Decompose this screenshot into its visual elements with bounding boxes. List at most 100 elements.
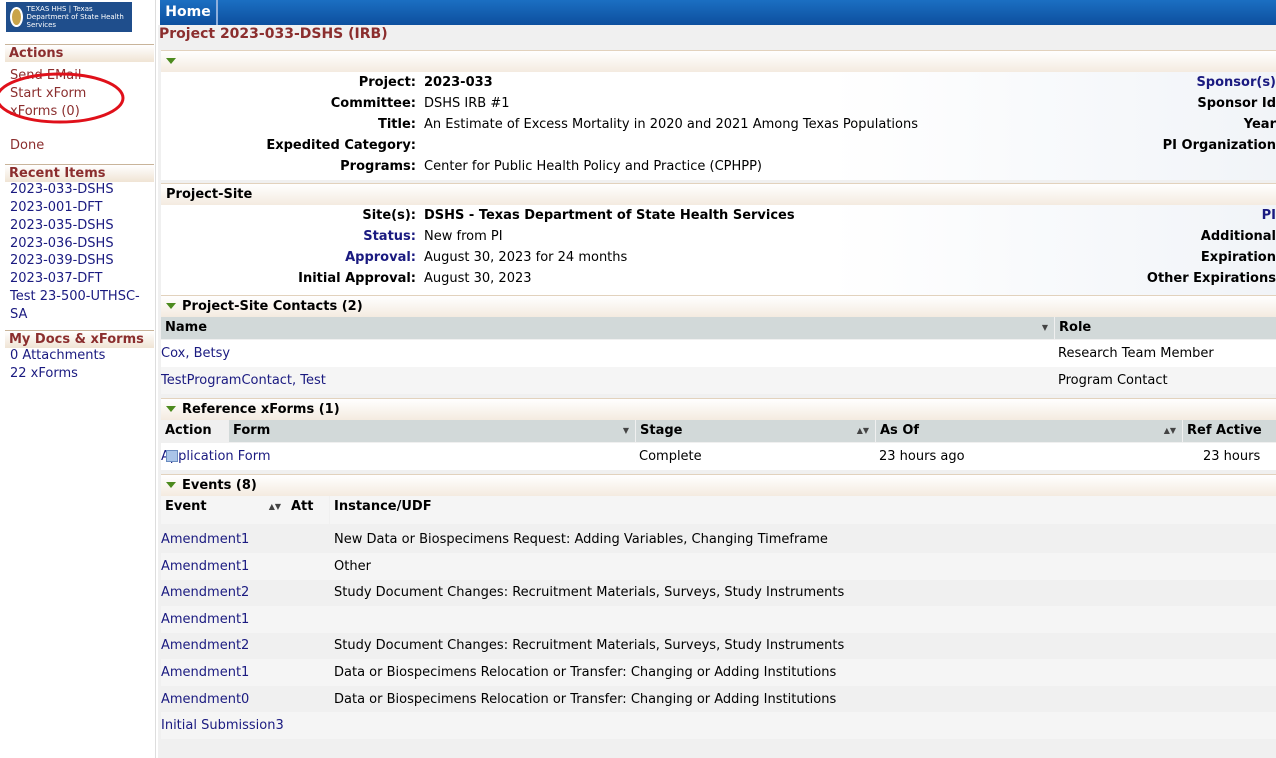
field-value: An Estimate of Excess Mortality in 2020 … bbox=[424, 117, 918, 132]
event-link[interactable]: Amendment bbox=[161, 665, 242, 680]
recent-item[interactable]: 2023-036-DSHS bbox=[10, 236, 114, 251]
collapse-triangle-icon[interactable] bbox=[166, 482, 176, 488]
collapse-triangle-icon[interactable] bbox=[166, 303, 176, 309]
sort-icon[interactable]: ▲▼ bbox=[1163, 426, 1176, 435]
collapse-triangle-icon[interactable] bbox=[166, 406, 176, 412]
recent-item[interactable]: 2023-039-DSHS bbox=[10, 253, 114, 268]
field-label: Status: bbox=[363, 229, 416, 244]
contact-role: Research Team Member bbox=[1058, 346, 1214, 361]
header-label: Name bbox=[165, 320, 208, 335]
header-label: As Of bbox=[880, 423, 920, 438]
form-link[interactable]: Application Form bbox=[161, 449, 271, 464]
contact-name-link[interactable]: TestProgramContact, Test bbox=[161, 373, 326, 388]
column-header-instance[interactable]: Instance/UDF bbox=[330, 496, 1276, 524]
header-label: Form bbox=[233, 423, 271, 438]
field-label: Title: bbox=[377, 117, 416, 132]
column-header-stage[interactable]: Stage ▲▼ bbox=[636, 420, 875, 442]
header-label: Event bbox=[165, 499, 207, 514]
sort-down-icon[interactable]: ▼ bbox=[622, 426, 629, 435]
attachment-count-link[interactable]: 1 bbox=[241, 558, 250, 574]
column-header-role[interactable]: Role bbox=[1055, 317, 1276, 339]
site-details: Site(s): DSHS - Texas Department of State… bbox=[161, 205, 1276, 295]
event-link[interactable]: Amendment bbox=[161, 558, 242, 574]
contact-name-link[interactable]: Cox, Betsy bbox=[161, 346, 231, 361]
event-row: Amendment0 Data or Biospecimens Relocatio… bbox=[161, 686, 1276, 713]
sort-down-icon[interactable]: ▼ bbox=[1041, 323, 1048, 332]
field-label: Initial Approval: bbox=[298, 271, 416, 286]
instance-udf: Study Document Changes: Recruitment Mate… bbox=[334, 638, 845, 654]
field-label: Site(s): bbox=[362, 208, 416, 223]
event-link[interactable]: Amendment bbox=[161, 638, 242, 654]
top-nav-bar: Home bbox=[160, 0, 1276, 25]
field-label: Committee: bbox=[330, 96, 416, 111]
attachment-count-link[interactable]: 1 bbox=[241, 611, 250, 627]
recent-item[interactable]: 2023-037-DFT bbox=[10, 271, 103, 286]
column-header-as-of[interactable]: As Of ▲▼ bbox=[876, 420, 1182, 442]
contact-role: Program Contact bbox=[1058, 373, 1168, 388]
start-xform-link[interactable]: Start xForm bbox=[10, 86, 87, 101]
column-header-name[interactable]: Name ▼ bbox=[161, 317, 1054, 339]
agency-logo: TEXAS HHS | Texas Department of State He… bbox=[6, 2, 132, 32]
events-header[interactable]: Events (8) bbox=[161, 474, 1276, 496]
event-row: Amendment1 Other bbox=[161, 552, 1276, 580]
project-details: Project: 2023-033 Committee: DSHS IRB #1 Tit… bbox=[161, 72, 1276, 180]
actions-heading: Actions bbox=[5, 44, 154, 62]
attachments-link[interactable]: 0 Attachments bbox=[10, 348, 106, 363]
attachment-count-link[interactable]: 2 bbox=[241, 585, 250, 601]
sort-icon[interactable]: ▲▼ bbox=[856, 426, 869, 435]
sort-icon[interactable]: ▲▼ bbox=[268, 502, 281, 511]
attachment-count-link[interactable]: 1 bbox=[241, 532, 250, 547]
right-field-label: Year bbox=[1243, 117, 1276, 132]
project-section-header[interactable] bbox=[161, 50, 1276, 72]
right-field-label: PI bbox=[1261, 208, 1276, 223]
field-label: Project: bbox=[358, 75, 416, 90]
reference-xforms-title: Reference xForms (1) bbox=[182, 402, 340, 417]
event-link[interactable]: Amendment bbox=[161, 532, 242, 547]
event-link[interactable]: Amendment bbox=[161, 691, 242, 707]
event-row: Amendment1 New Data or Biospecimens Reque… bbox=[161, 526, 1276, 553]
reference-xforms-header[interactable]: Reference xForms (1) bbox=[161, 398, 1276, 420]
field-label: Expedited Category: bbox=[266, 138, 416, 153]
contacts-title: Project-Site Contacts (2) bbox=[182, 299, 363, 314]
instance-udf: Data or Biospecimens Relocation or Trans… bbox=[334, 665, 837, 680]
right-field-label: Sponsor(s) bbox=[1196, 75, 1276, 90]
red-circle-annotation bbox=[0, 72, 125, 124]
events-title: Events (8) bbox=[182, 478, 257, 493]
column-header-att[interactable]: Att bbox=[287, 496, 329, 524]
recent-item[interactable]: 2023-033-DSHS bbox=[10, 182, 114, 197]
column-header-event[interactable]: Event ▲▼ bbox=[161, 496, 287, 524]
contact-row: Cox, Betsy Research Team Member bbox=[161, 340, 1276, 367]
view-form-icon[interactable] bbox=[166, 450, 178, 462]
attachment-count-link[interactable]: 0 bbox=[241, 691, 250, 707]
collapse-triangle-icon[interactable] bbox=[166, 58, 176, 64]
recent-item[interactable]: 2023-035-DSHS bbox=[10, 218, 114, 233]
field-value: DSHS - Texas Department of State Health … bbox=[424, 208, 795, 223]
event-row: Amendment1 bbox=[161, 605, 1276, 633]
attachment-count-link[interactable]: 2 bbox=[241, 638, 250, 654]
field-value: DSHS IRB #1 bbox=[424, 96, 510, 111]
event-link[interactable]: Amendment bbox=[161, 585, 242, 601]
field-label: Programs: bbox=[340, 159, 416, 174]
field-value: New from PI bbox=[424, 229, 503, 244]
event-link[interactable]: Initial Submission bbox=[161, 718, 276, 734]
right-field-label: Sponsor Id bbox=[1197, 96, 1276, 111]
contacts-header[interactable]: Project-Site Contacts (2) bbox=[161, 295, 1276, 317]
done-link[interactable]: Done bbox=[10, 138, 45, 153]
instance-udf: Data or Biospecimens Relocation or Trans… bbox=[334, 691, 837, 707]
contact-row: TestProgramContact, Test Program Contact bbox=[161, 367, 1276, 394]
recent-item[interactable]: 2023-001-DFT bbox=[10, 200, 103, 215]
event-link[interactable]: Amendment bbox=[161, 611, 242, 627]
instance-udf: Other bbox=[334, 558, 371, 574]
home-tab[interactable]: Home bbox=[160, 0, 218, 25]
xforms-count-link[interactable]: 22 xForms bbox=[10, 366, 78, 381]
field-label: Approval: bbox=[345, 250, 416, 265]
attachment-count-link[interactable]: 3 bbox=[275, 718, 284, 734]
page-title: Project 2023-033-DSHS (IRB) bbox=[159, 26, 388, 42]
recent-item[interactable]: Test 23-500-UTHSC-SA bbox=[10, 289, 140, 322]
xforms-link[interactable]: xForms (0) bbox=[10, 104, 80, 119]
main-content: Project 2023-033-DSHS (IRB) Project: 2 0 2 3… bbox=[158, 25, 1276, 758]
column-header-form[interactable]: Form ▼ bbox=[229, 420, 635, 442]
column-header-ref-active[interactable]: Ref Active bbox=[1183, 420, 1276, 442]
header-label: Stage bbox=[640, 423, 683, 438]
attachment-count-link[interactable]: 1 bbox=[241, 665, 250, 680]
